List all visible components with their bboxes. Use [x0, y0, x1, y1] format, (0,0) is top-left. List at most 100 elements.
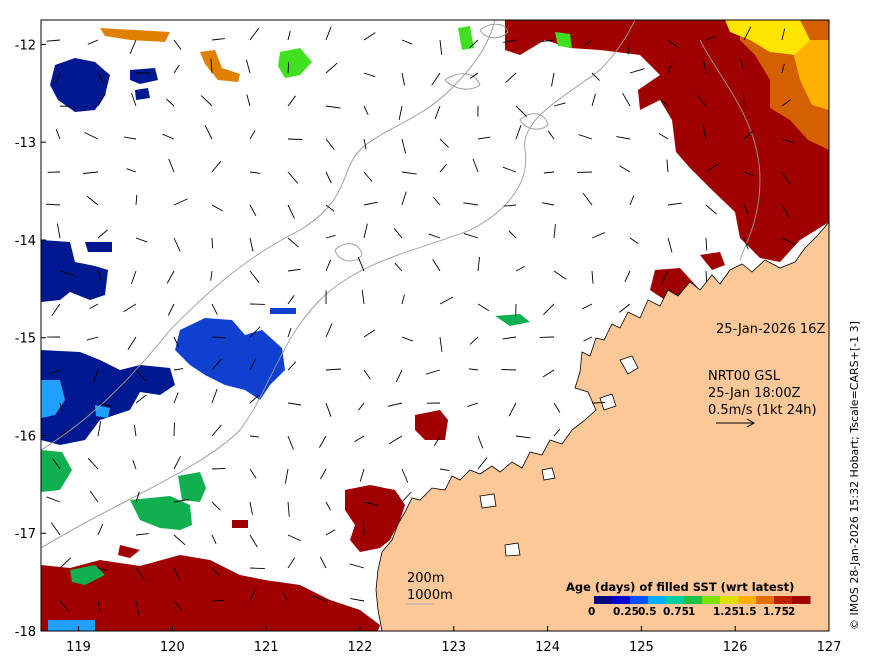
- current-arrow: [173, 64, 180, 74]
- current-arrow: [287, 138, 303, 140]
- current-arrow: [319, 435, 327, 448]
- current-arrow: [249, 27, 260, 41]
- x-tick-label: 122: [348, 640, 373, 655]
- current-arrow: [249, 435, 260, 438]
- current-arrow: [97, 402, 113, 408]
- current-arrow: [210, 270, 213, 281]
- x-tick-label: 123: [441, 640, 466, 655]
- current-arrow: [703, 60, 707, 74]
- current-arrow: [211, 501, 221, 511]
- current-arrow: [127, 336, 137, 350]
- current-arrow: [393, 228, 403, 239]
- current-arrow: [627, 39, 631, 55]
- current-arrow: [211, 599, 225, 602]
- current-arrow: [97, 600, 101, 612]
- current-arrow: [439, 164, 447, 173]
- current-arrow: [591, 270, 594, 284]
- current-arrow: [56, 223, 61, 239]
- current-arrow: [363, 138, 367, 150]
- current-arrow: [168, 158, 175, 173]
- current-arrow: [325, 138, 335, 151]
- current-arrow: [591, 72, 600, 81]
- current-arrow: [249, 395, 259, 404]
- current-arrow: [667, 39, 680, 49]
- current-arrow: [361, 289, 365, 305]
- current-arrow: [401, 171, 417, 175]
- current-arrow: [439, 468, 450, 472]
- current-arrow: [204, 125, 213, 140]
- current-arrow: [211, 160, 222, 173]
- current-source-label: NRT00 GSL: [708, 369, 780, 384]
- current-arrow: [211, 336, 226, 339]
- current-arrow: [325, 204, 335, 212]
- current-arrow: [583, 39, 593, 46]
- current-arrow: [51, 303, 61, 316]
- current-arrow: [553, 102, 566, 107]
- age-colorbar: [594, 596, 811, 604]
- colorbar-segment: [630, 596, 649, 604]
- current-arrow: [401, 191, 407, 206]
- current-arrow: [89, 303, 99, 309]
- current-arrow: [401, 491, 412, 503]
- current-arrow: [667, 237, 673, 253]
- current-arrow: [325, 234, 336, 239]
- current-arrow: [357, 257, 365, 272]
- current-arrow: [312, 595, 327, 602]
- y-tick-label: -15: [15, 332, 36, 347]
- current-arrow: [325, 171, 332, 184]
- current-arrow: [123, 303, 137, 313]
- current-arrow: [287, 361, 297, 371]
- current-arrow: [658, 133, 669, 140]
- current-arrow: [387, 402, 403, 407]
- current-vectors: [46, 26, 796, 616]
- current-arrow: [666, 159, 669, 173]
- current-arrow: [388, 435, 403, 445]
- current-arrow: [284, 468, 289, 484]
- current-arrow: [425, 369, 441, 375]
- current-arrow: [173, 422, 175, 437]
- current-arrow: [249, 468, 257, 479]
- plot-frame: [40, 19, 830, 632]
- current-arrow: [434, 105, 441, 119]
- y-tick-label: -17: [15, 527, 36, 542]
- legend-title: Age (days) of filled SST (wrt latest): [566, 580, 795, 594]
- current-arrow: [249, 358, 257, 371]
- date-stamp: 25-Jan-2026 16Z: [716, 322, 826, 337]
- x-axis: 119 120 121 122 123 124 125 126 127: [66, 626, 841, 655]
- current-arrow: [501, 369, 517, 371]
- current-arrow: [515, 124, 522, 140]
- current-arrow: [319, 556, 327, 569]
- current-arrow: [135, 533, 149, 536]
- current-arrow: [132, 460, 137, 470]
- current-arrow: [133, 424, 137, 437]
- current-arrow: [619, 303, 631, 313]
- current-arrow: [363, 32, 376, 41]
- current-arrow: [86, 336, 99, 341]
- current-arrow: [287, 204, 295, 219]
- current-arrow: [629, 237, 639, 244]
- colorbar-segment: [684, 596, 703, 604]
- current-arrow: [363, 329, 376, 338]
- current-arrow: [742, 92, 745, 107]
- current-arrow: [539, 39, 555, 43]
- current-arrow: [547, 130, 555, 140]
- legend-tick-label: 1.75: [763, 606, 789, 618]
- current-arrow: [165, 98, 175, 107]
- current-arrow: [167, 303, 175, 316]
- current-arrow: [508, 230, 517, 239]
- current-arrow: [401, 39, 413, 45]
- current-arrow: [211, 303, 218, 315]
- current-arrow: [287, 295, 295, 305]
- current-arrow: [363, 105, 369, 115]
- x-tick-label: 126: [723, 640, 748, 655]
- current-arrow: [59, 270, 75, 276]
- current-arrow: [173, 392, 179, 404]
- current-arrow: [325, 323, 333, 338]
- current-arrow: [87, 457, 99, 470]
- current-arrow: [553, 402, 561, 413]
- x-tick-label: 125: [629, 640, 654, 655]
- current-arrow: [781, 138, 795, 144]
- current-arrow: [173, 237, 181, 252]
- current-arrow: [702, 124, 707, 140]
- current-arrow: [55, 129, 61, 140]
